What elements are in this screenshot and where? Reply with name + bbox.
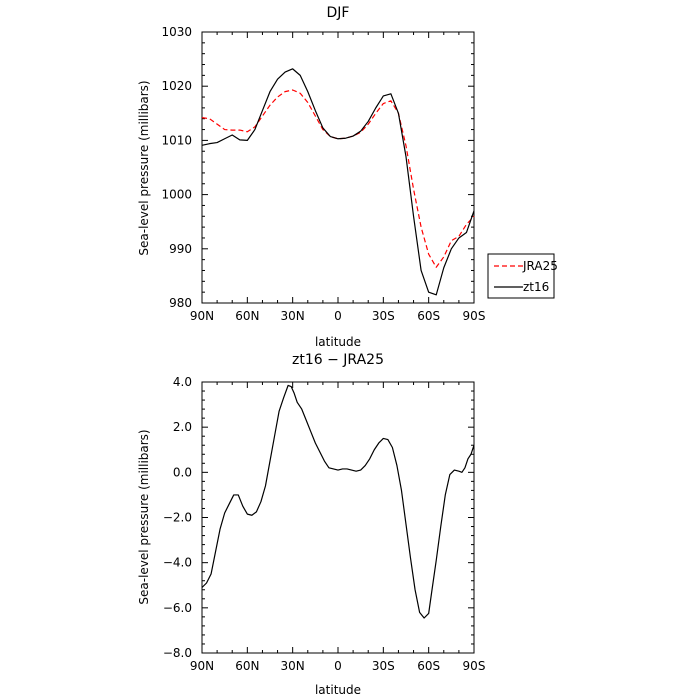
y-tick-label: −4.0	[163, 556, 192, 570]
chart-top-tick-labels: 90N 60N 30N 0 30S 60S 90S 980 990 1000 1010 1020 103…	[161, 25, 485, 323]
y-tick-label: 0.0	[173, 465, 192, 479]
series-line-bottom-difference	[201, 384, 475, 619]
chart-top-legend: JRA25 zt16	[487, 253, 558, 299]
y-tick-label: 4.0	[173, 375, 192, 389]
y-tick-label: 1010	[161, 133, 192, 147]
series-line-top-jra25	[201, 89, 475, 268]
y-tick-label: 990	[169, 242, 192, 256]
x-tick-label: 60N	[235, 309, 259, 323]
legend-frame	[487, 253, 555, 299]
x-tick-label: 30N	[281, 309, 305, 323]
x-tick-label: 30S	[372, 309, 395, 323]
x-tick-label: 60S	[417, 659, 440, 673]
legend-label-zt16: zt16	[523, 280, 549, 294]
y-tick-label: 980	[169, 296, 192, 310]
chart-bottom-ylabel: Sea-level pressure (millibars)	[137, 429, 151, 604]
y-tick-label: 1000	[161, 188, 192, 202]
x-tick-label: 30N	[281, 659, 305, 673]
legend-label-jra25: JRA25	[522, 259, 558, 273]
y-tick-label: −2.0	[163, 511, 192, 525]
chart-bottom-title: zt16 − JRA25	[292, 352, 384, 368]
series-line-top-zt16	[201, 68, 475, 296]
chart-top-ylabel: Sea-level pressure (millibars)	[137, 80, 151, 255]
chart-top-xlabel: latitude	[315, 335, 361, 349]
y-tick-label: −6.0	[163, 601, 192, 615]
chart-bottom: zt16 − JRA25 90N 60N 30N 0 30S 60S 90S −8.0 −6.0…	[137, 352, 485, 697]
y-tick-label: −8.0	[163, 646, 192, 660]
chart-bottom-series-group	[201, 384, 475, 619]
chart-top-ticks	[201, 31, 475, 304]
chart-top-series-group	[201, 68, 475, 296]
chart-top: DJF 90N 60N 30N 0 30S 60S 90S 980 990 1000 1010 102…	[137, 5, 558, 349]
chart-bottom-tick-labels: 90N 60N 30N 0 30S 60S 90S −8.0 −6.0 −4.0 −2.0 0.0 2.…	[163, 375, 486, 673]
chart-top-title: DJF	[327, 5, 350, 21]
x-tick-label: 60N	[235, 659, 259, 673]
x-tick-label: 90N	[190, 309, 214, 323]
y-tick-label: 2.0	[173, 420, 192, 434]
chart-bottom-xlabel: latitude	[315, 683, 361, 697]
chart-bottom-frame	[201, 381, 475, 654]
y-tick-label: 1030	[161, 25, 192, 39]
x-tick-label: 60S	[417, 309, 440, 323]
x-tick-label: 90N	[190, 659, 214, 673]
x-tick-label: 90S	[463, 659, 486, 673]
y-tick-label: 1020	[161, 79, 192, 93]
x-tick-label: 0	[334, 309, 342, 323]
x-tick-label: 90S	[463, 309, 486, 323]
chart-bottom-ticks	[201, 381, 475, 654]
x-tick-label: 30S	[372, 659, 395, 673]
x-tick-label: 0	[334, 659, 342, 673]
